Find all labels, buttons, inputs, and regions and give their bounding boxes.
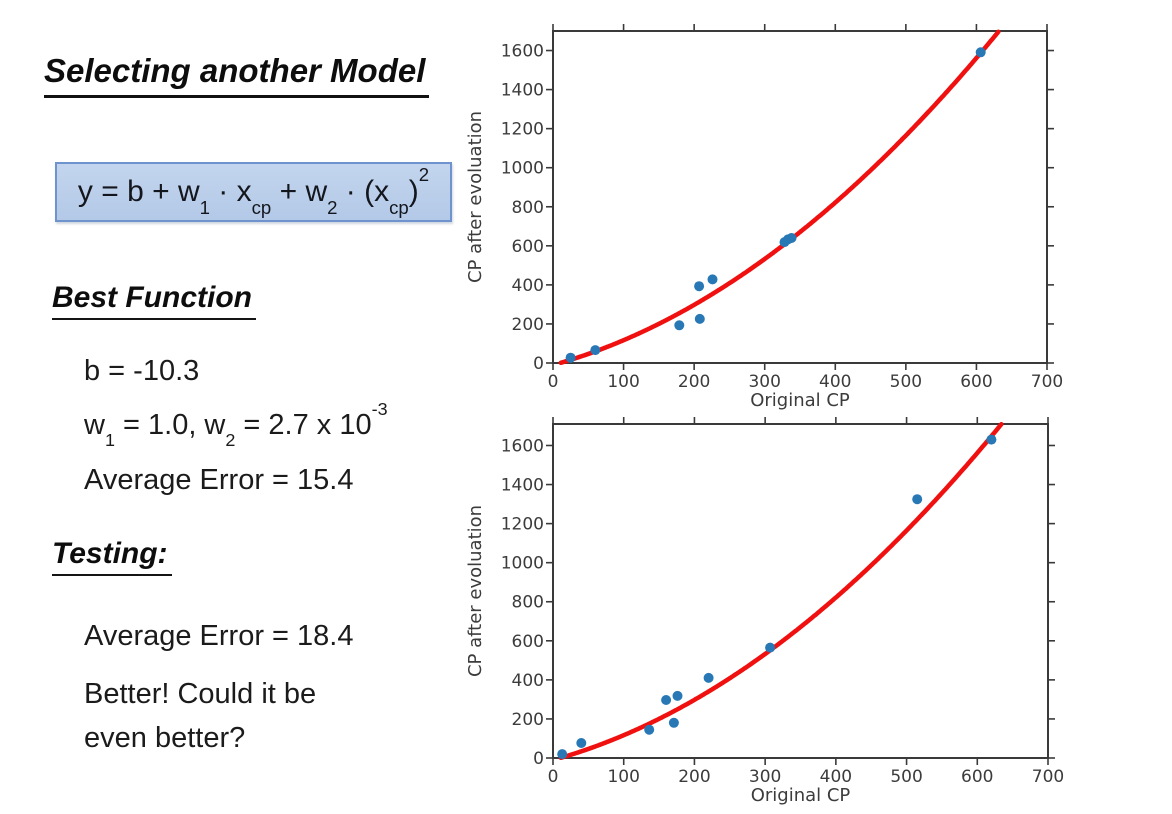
data-point bbox=[912, 494, 923, 505]
param-b-line: b = -10.3 bbox=[84, 355, 200, 387]
data-point bbox=[661, 695, 672, 705]
model-formula-box: y = b + w1 · xcp + w2 · (xcp)2 bbox=[55, 162, 452, 222]
fit-curve bbox=[558, 29, 1001, 366]
y-tick-label: 0 bbox=[533, 749, 544, 769]
param-w-line: w1 = 1.0, w2 = 2.7 x 10-3 bbox=[84, 398, 388, 451]
x-tick-label: 100 bbox=[607, 767, 639, 787]
y-tick-label: 1400 bbox=[501, 476, 544, 496]
model-formula: y = b + w1 · xcp + w2 · (xcp)2 bbox=[77, 164, 430, 218]
y-tick-label: 400 bbox=[512, 671, 544, 691]
data-point bbox=[694, 313, 705, 324]
data-point bbox=[765, 642, 776, 653]
y-tick-label: 1200 bbox=[501, 515, 544, 535]
x-tick-label: 200 bbox=[678, 372, 710, 392]
y-tick-label: 1400 bbox=[501, 81, 544, 101]
plot-frame bbox=[552, 423, 1049, 759]
testing-avg-error-line: Average Error = 18.4 bbox=[84, 620, 354, 652]
data-point bbox=[672, 690, 683, 701]
y-tick-label: 1000 bbox=[501, 554, 544, 574]
y-tick-label: 200 bbox=[512, 315, 544, 335]
data-point bbox=[694, 281, 705, 292]
y-tick-label: 200 bbox=[512, 710, 544, 730]
data-point bbox=[674, 320, 685, 331]
x-tick-label: 0 bbox=[548, 767, 559, 787]
y-tick-label: 800 bbox=[512, 198, 544, 218]
testing-scatter-chart: 0 100 200 300 400 500 600 700 0 200 400 600 800 1000 1… bbox=[465, 417, 1064, 806]
x-tick-label: 700 bbox=[1032, 767, 1064, 787]
y-tick-label: 600 bbox=[512, 632, 544, 652]
data-point bbox=[975, 47, 986, 58]
x-tick-label: 300 bbox=[749, 767, 781, 787]
x-tick-label: 200 bbox=[678, 767, 710, 787]
x-tick-label: 600 bbox=[961, 767, 993, 787]
best-function-heading: Best Function bbox=[52, 281, 256, 320]
data-point bbox=[565, 352, 576, 363]
testing-note: Better! Could it be even better? bbox=[84, 678, 316, 766]
data-point bbox=[557, 749, 568, 760]
x-axis-label: Original CP bbox=[751, 785, 851, 806]
x-tick-label: 100 bbox=[607, 372, 639, 392]
y-tick-label: 600 bbox=[512, 237, 544, 257]
training-scatter-chart: 0 100 200 300 400 500 600 700 0 200 400 600 800 1000 1… bbox=[465, 24, 1063, 411]
y-tick-label: 1600 bbox=[501, 42, 544, 62]
slide-title: Selecting another Model bbox=[44, 52, 430, 98]
data-point bbox=[703, 672, 714, 683]
x-tick-label: 600 bbox=[960, 372, 992, 392]
x-tick-label: 400 bbox=[820, 767, 852, 787]
data-point bbox=[576, 738, 587, 748]
fit-curve bbox=[558, 421, 1004, 761]
x-tick-label: 500 bbox=[890, 767, 922, 787]
x-tick-label: 500 bbox=[890, 372, 922, 392]
data-point bbox=[644, 724, 655, 735]
y-tick-label: 1600 bbox=[501, 436, 544, 456]
x-tick-label: 0 bbox=[548, 372, 559, 392]
y-tick-label: 1200 bbox=[501, 120, 544, 140]
y-tick-label: 0 bbox=[533, 354, 544, 374]
y-axis-label: CP after evoluation bbox=[465, 505, 486, 677]
y-axis-label: CP after evoluation bbox=[465, 111, 486, 283]
training-avg-error-line: Average Error = 15.4 bbox=[84, 464, 354, 496]
testing-note-line1: Better! Could it be bbox=[84, 678, 317, 710]
testing-heading: Testing: bbox=[52, 537, 172, 576]
x-tick-label: 300 bbox=[748, 372, 780, 392]
x-axis-label: Original CP bbox=[750, 390, 850, 411]
y-tick-label: 400 bbox=[512, 276, 544, 296]
x-tick-label: 700 bbox=[1031, 372, 1063, 392]
testing-note-line2: even better? bbox=[84, 722, 246, 754]
data-point bbox=[668, 717, 679, 728]
x-tick-label: 400 bbox=[819, 372, 851, 392]
data-point bbox=[986, 434, 997, 445]
plot-frame bbox=[552, 30, 1048, 364]
data-point bbox=[590, 345, 601, 356]
y-tick-label: 800 bbox=[512, 593, 544, 613]
y-tick-label: 1000 bbox=[501, 159, 544, 179]
data-point bbox=[707, 274, 718, 285]
data-point bbox=[779, 237, 790, 248]
